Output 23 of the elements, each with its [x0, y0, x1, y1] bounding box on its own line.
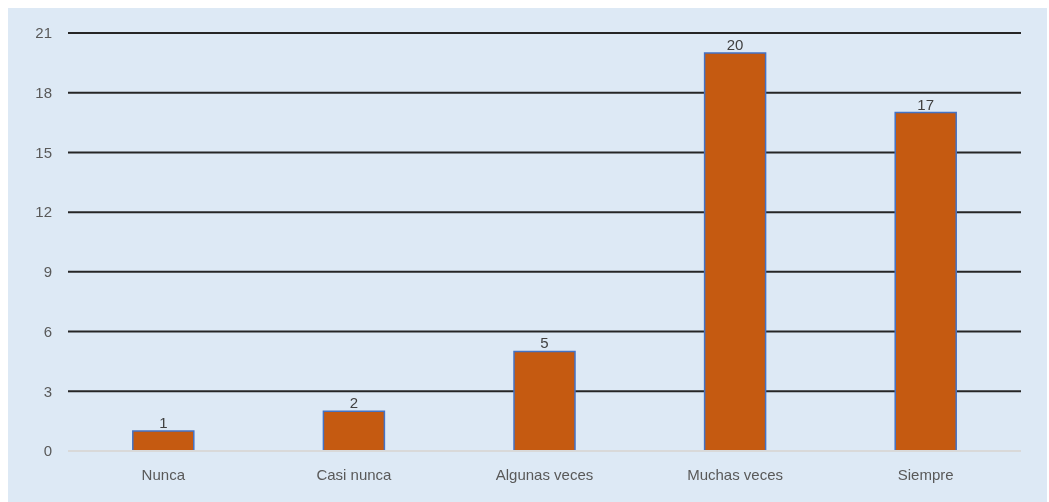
bar — [703, 52, 767, 451]
bar — [894, 111, 957, 451]
x-tick-label: Casi nunca — [316, 465, 393, 483]
data-label: 2 — [349, 394, 359, 412]
y-tick-label: 0 — [43, 442, 52, 460]
y-tick-label: 15 — [35, 143, 52, 161]
data-label: 1 — [159, 414, 168, 432]
y-tick-label: 3 — [43, 382, 52, 400]
y-tick-label: 12 — [35, 203, 52, 221]
bar — [132, 430, 195, 451]
y-tick-label: 9 — [43, 263, 52, 281]
x-tick-label: Siempre — [897, 465, 954, 483]
data-label: 5 — [540, 334, 549, 352]
bar — [322, 410, 386, 451]
y-tick-label: 21 — [35, 24, 52, 42]
data-label: 20 — [726, 35, 744, 53]
x-tick-label: Nunca — [141, 465, 186, 483]
x-tick-label: Algunas veces — [495, 465, 594, 483]
y-tick-label: 6 — [43, 322, 52, 340]
bar — [513, 350, 576, 451]
y-tick-label: 18 — [35, 84, 52, 102]
data-label: 17 — [917, 95, 935, 113]
x-tick-label: Muchas veces — [687, 465, 784, 483]
